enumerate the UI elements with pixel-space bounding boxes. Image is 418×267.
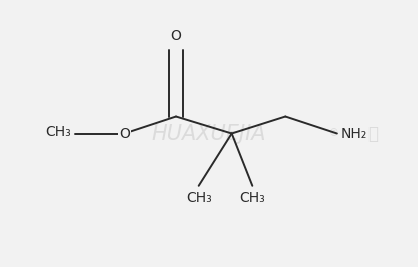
Text: CH₃: CH₃ (186, 191, 212, 205)
Text: NH₂: NH₂ (341, 127, 367, 140)
Text: 化学加: 化学加 (349, 124, 379, 143)
Text: CH₃: CH₃ (45, 125, 71, 139)
Text: HUAXUEJIA: HUAXUEJIA (152, 124, 266, 143)
Text: ®: ® (329, 128, 338, 139)
Text: CH₃: CH₃ (240, 191, 265, 205)
Text: O: O (119, 127, 130, 140)
Text: O: O (171, 29, 181, 43)
